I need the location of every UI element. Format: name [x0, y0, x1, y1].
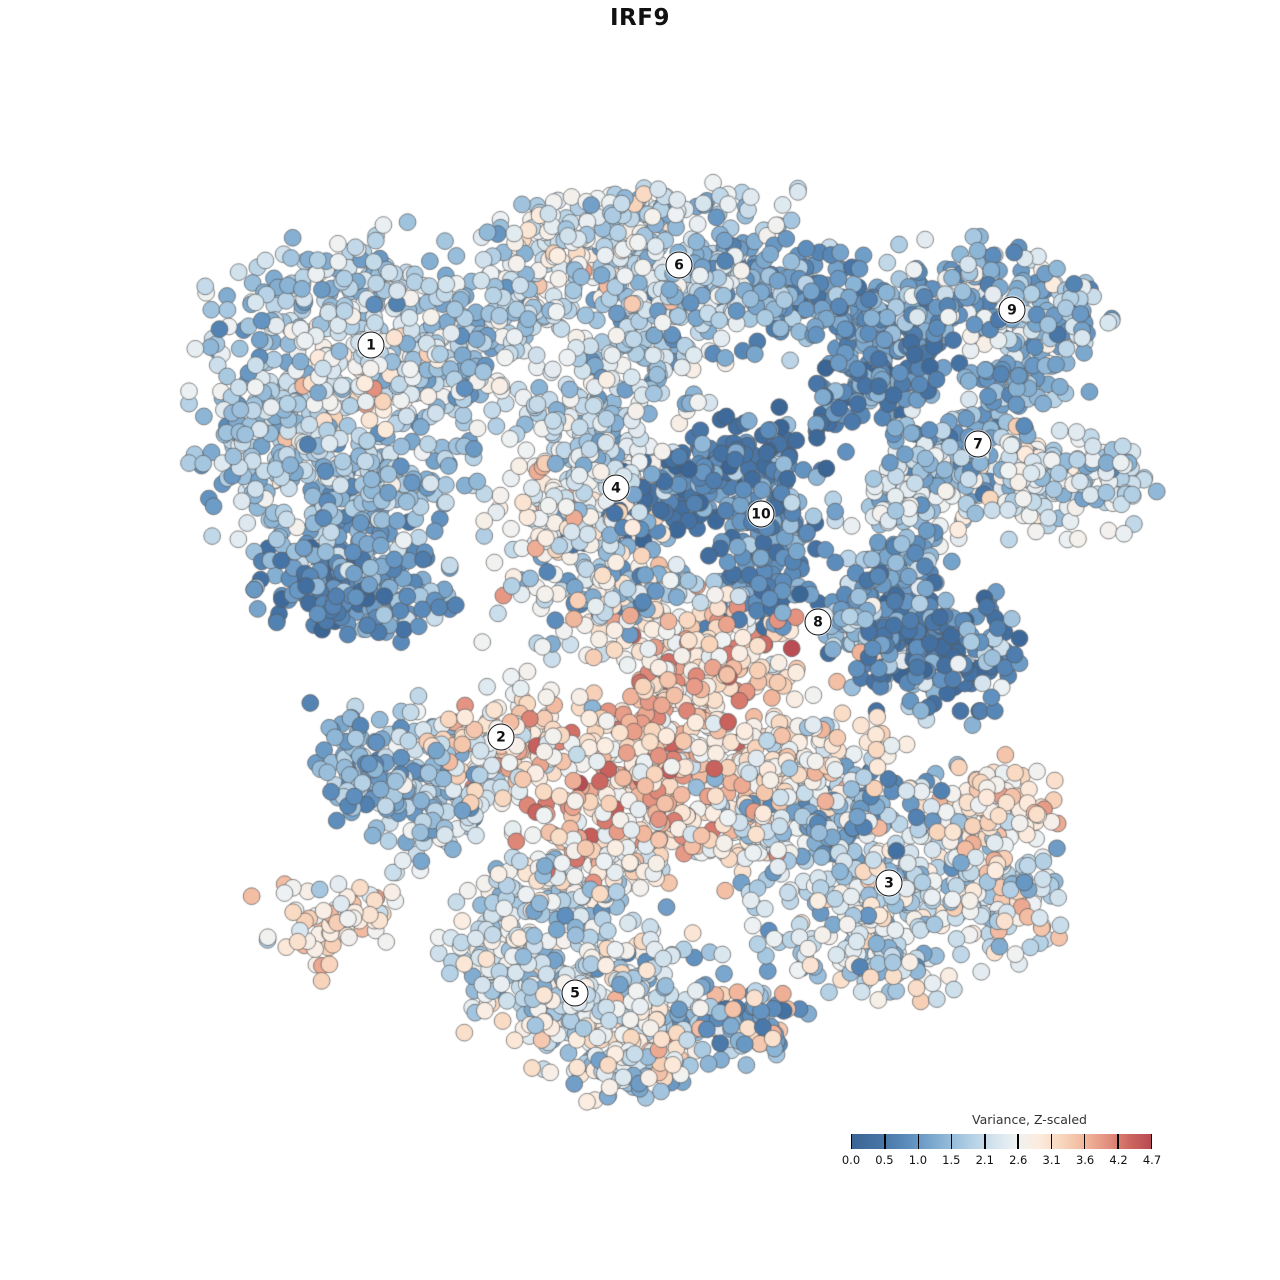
- cluster-label-1: 1: [357, 331, 385, 359]
- legend-tick-label: 1.5: [942, 1153, 961, 1167]
- cluster-label-8: 8: [804, 608, 832, 636]
- legend-tick: [950, 1134, 953, 1149]
- cluster-label-2: 2: [487, 723, 515, 751]
- legend-tick: [851, 1134, 853, 1149]
- legend-tick: [884, 1134, 886, 1149]
- legend: Variance, Z-scaled 0.0 0.5 1.0 1.5 2.1 2.6 3.1…: [842, 1112, 1161, 1167]
- cluster-label-6: 6: [665, 251, 693, 279]
- legend-tick: [1084, 1134, 1086, 1149]
- legend-tick-label: 1.0: [908, 1153, 928, 1167]
- legend-tick-labels: 0.0 0.5 1.0 1.5 2.1 2.6 3.1 3.6 4.2 4.7: [842, 1153, 1161, 1167]
- legend-colorbar: [851, 1134, 1152, 1149]
- cluster-label-10: 10: [747, 500, 775, 528]
- legend-tick: [1017, 1134, 1019, 1149]
- legend-tick-label: 0.5: [875, 1153, 894, 1167]
- legend-tick-label: 2.6: [1009, 1153, 1028, 1167]
- legend-tick-label: 2.1: [975, 1153, 994, 1167]
- legend-tick-label: 0.0: [841, 1153, 861, 1167]
- legend-tick: [917, 1134, 919, 1149]
- cluster-label-3: 3: [875, 869, 903, 897]
- cluster-label-4: 4: [602, 474, 630, 502]
- legend-title: Variance, Z-scaled: [972, 1112, 1087, 1127]
- legend-tick: [1117, 1134, 1119, 1149]
- legend-tick-label: 4.7: [1142, 1153, 1162, 1167]
- legend-tick-label: 3.6: [1075, 1153, 1095, 1167]
- legend-tick-label: 4.2: [1109, 1153, 1128, 1167]
- cluster-label-9: 9: [998, 296, 1026, 324]
- legend-tick: [1050, 1134, 1053, 1149]
- legend-tick-label: 3.1: [1042, 1153, 1061, 1167]
- cluster-label-7: 7: [964, 430, 992, 458]
- legend-tick: [984, 1134, 986, 1149]
- cluster-label-5: 5: [561, 979, 589, 1007]
- legend-tick: [1150, 1134, 1152, 1149]
